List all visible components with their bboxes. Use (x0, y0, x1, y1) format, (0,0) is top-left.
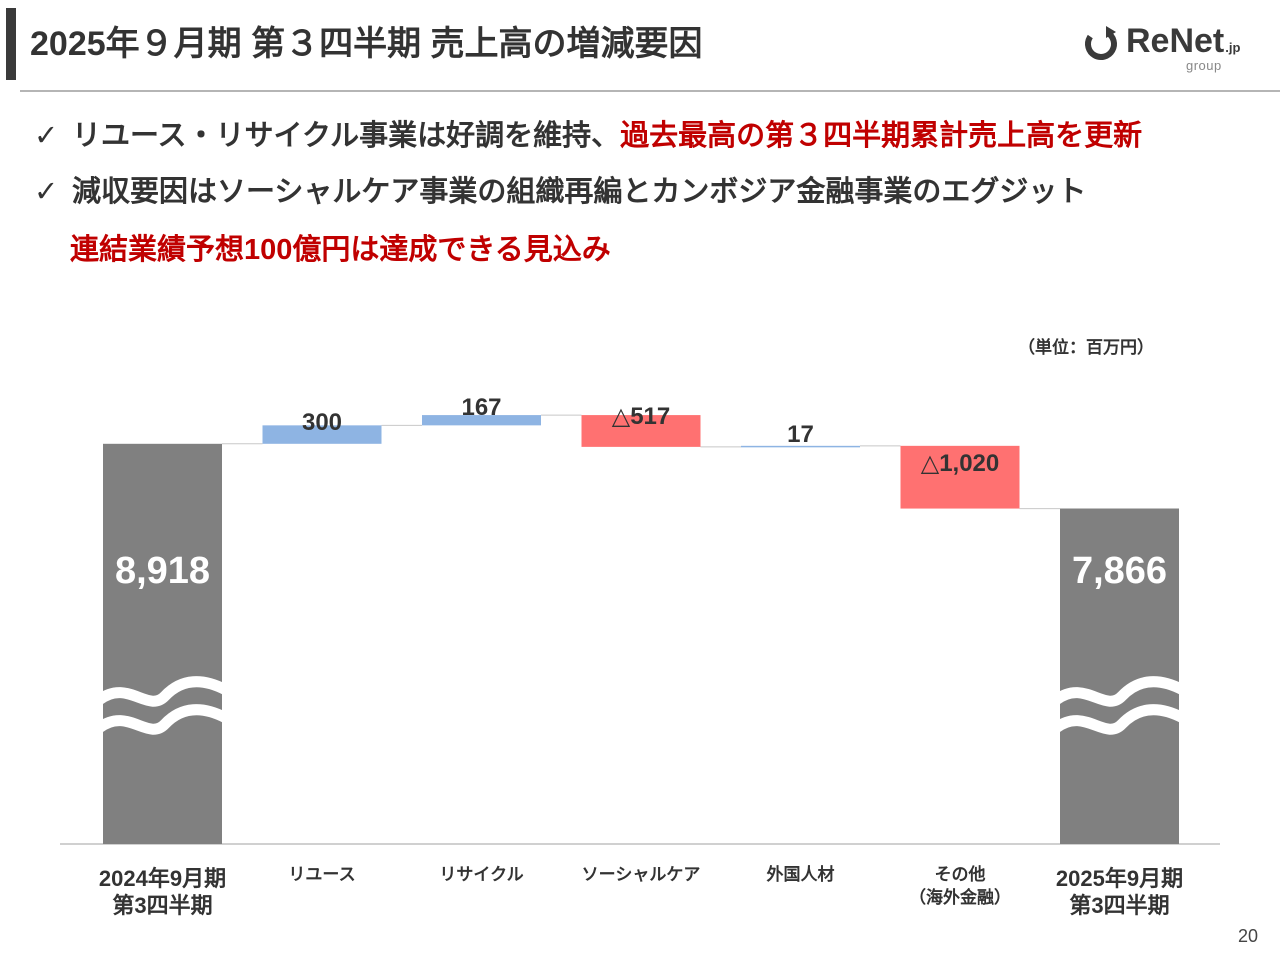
page-title: 2025年９月期 第３四半期 売上高の増減要因 (30, 25, 703, 63)
data-label-1: 300 (302, 409, 342, 436)
category-label-6: 2025年9月期 (1056, 866, 1183, 891)
unit-label: （単位：百万円） (1018, 338, 1154, 357)
category-label-0: 2024年9月期 (99, 866, 226, 891)
bullet-2-text: 減収要因はソーシャルケア事業の組織再編とカンボジア金融事業のエグジット (72, 176, 1087, 208)
axis-break-wave (95, 704, 229, 735)
data-label-0: 8,918 (115, 550, 210, 592)
renet-logo: ReNet.jp group (1082, 20, 1252, 80)
bullet-2-highlight: 連結業績予想100億円は達成できる見込み (70, 234, 611, 266)
bar-6 (1060, 508, 1179, 844)
bullet-1-highlight: 過去最高の第３四半期累計売上高を更新 (620, 120, 1143, 152)
title-divider (20, 90, 1280, 92)
logo-group-label: group (1186, 58, 1222, 73)
data-label-6: 7,866 (1072, 550, 1167, 592)
bullet-1: ✓ リユース・リサイクル事業は好調を維持、過去最高の第３四半期累計売上高を更新 (34, 112, 1142, 154)
data-label-5: △1,020 (921, 450, 1000, 477)
axis-break-wave (1052, 704, 1186, 735)
data-label-3: △517 (612, 403, 671, 430)
data-label-4: 17 (787, 421, 814, 448)
category-label-5: その他 (935, 864, 986, 884)
logo-wordmark: ReNet.jp (1126, 22, 1241, 60)
axis-break-wave (1052, 676, 1186, 707)
bar-1 (262, 425, 382, 444)
bar-4 (741, 445, 860, 448)
page-number: 20 (1238, 926, 1259, 946)
data-label-2: 167 (461, 394, 501, 421)
category-label-6: 第3四半期 (1069, 893, 1169, 918)
bullet-1-text: リユース・リサイクル事業は好調を維持、 (72, 120, 621, 152)
recycle-arrow-icon (1085, 26, 1117, 60)
bar-0 (103, 443, 222, 844)
bar-5 (900, 445, 1020, 509)
check-icon: ✓ (34, 176, 59, 208)
bar-3 (581, 415, 701, 447)
category-label-0: 第3四半期 (112, 893, 212, 918)
category-label-5: （海外金融） (909, 887, 1011, 907)
bullet-2: ✓ 減収要因はソーシャルケア事業の組織再編とカンボジア金融事業のエグジット (34, 168, 1086, 210)
waterfall-chart: 8,9182024年9月期第3四半期300リユース167リサイクル△517ソーシ… (60, 394, 1220, 918)
axis-break-wave (95, 676, 229, 707)
bar-2 (422, 415, 541, 426)
category-label-2: リサイクル (439, 865, 523, 884)
title-accent-bar (6, 8, 16, 80)
category-label-4: 外国人材 (767, 864, 835, 884)
check-icon: ✓ (34, 120, 59, 152)
category-label-3: ソーシャルケア (582, 865, 701, 884)
category-label-1: リユース (288, 865, 355, 884)
